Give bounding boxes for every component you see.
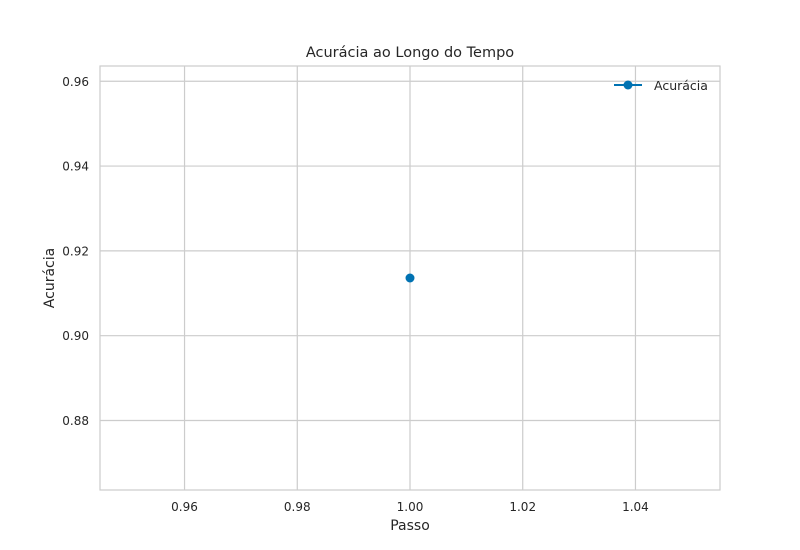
series-layer	[405, 273, 415, 283]
x-tick-label: 0.96	[171, 500, 198, 514]
y-tick-label: 0.90	[62, 329, 89, 343]
chart-title: Acurácia ao Longo do Tempo	[306, 45, 514, 61]
y-tick-label: 0.88	[62, 414, 89, 428]
x-tick-label: 1.04	[622, 500, 649, 514]
data-point	[405, 273, 415, 283]
y-tick-label: 0.94	[62, 160, 89, 174]
y-tick-label: 0.96	[62, 75, 89, 89]
y-axis-label: Acurácia	[42, 248, 58, 308]
x-tick-label: 1.02	[509, 500, 536, 514]
tick-labels: 0.96 0.98 1.00 1.02 1.04 0.88 0.90 0.92 0.94 0.96	[62, 75, 649, 514]
y-tick-label: 0.92	[62, 244, 89, 258]
x-tick-label: 1.00	[397, 500, 424, 514]
legend: Acurácia	[614, 78, 708, 93]
plot-area-frame	[99, 65, 721, 491]
x-tick-label: 0.98	[284, 500, 311, 514]
legend-marker	[623, 80, 633, 90]
legend-label: Acurácia	[654, 78, 708, 93]
x-axis-label: Passo	[390, 518, 430, 534]
